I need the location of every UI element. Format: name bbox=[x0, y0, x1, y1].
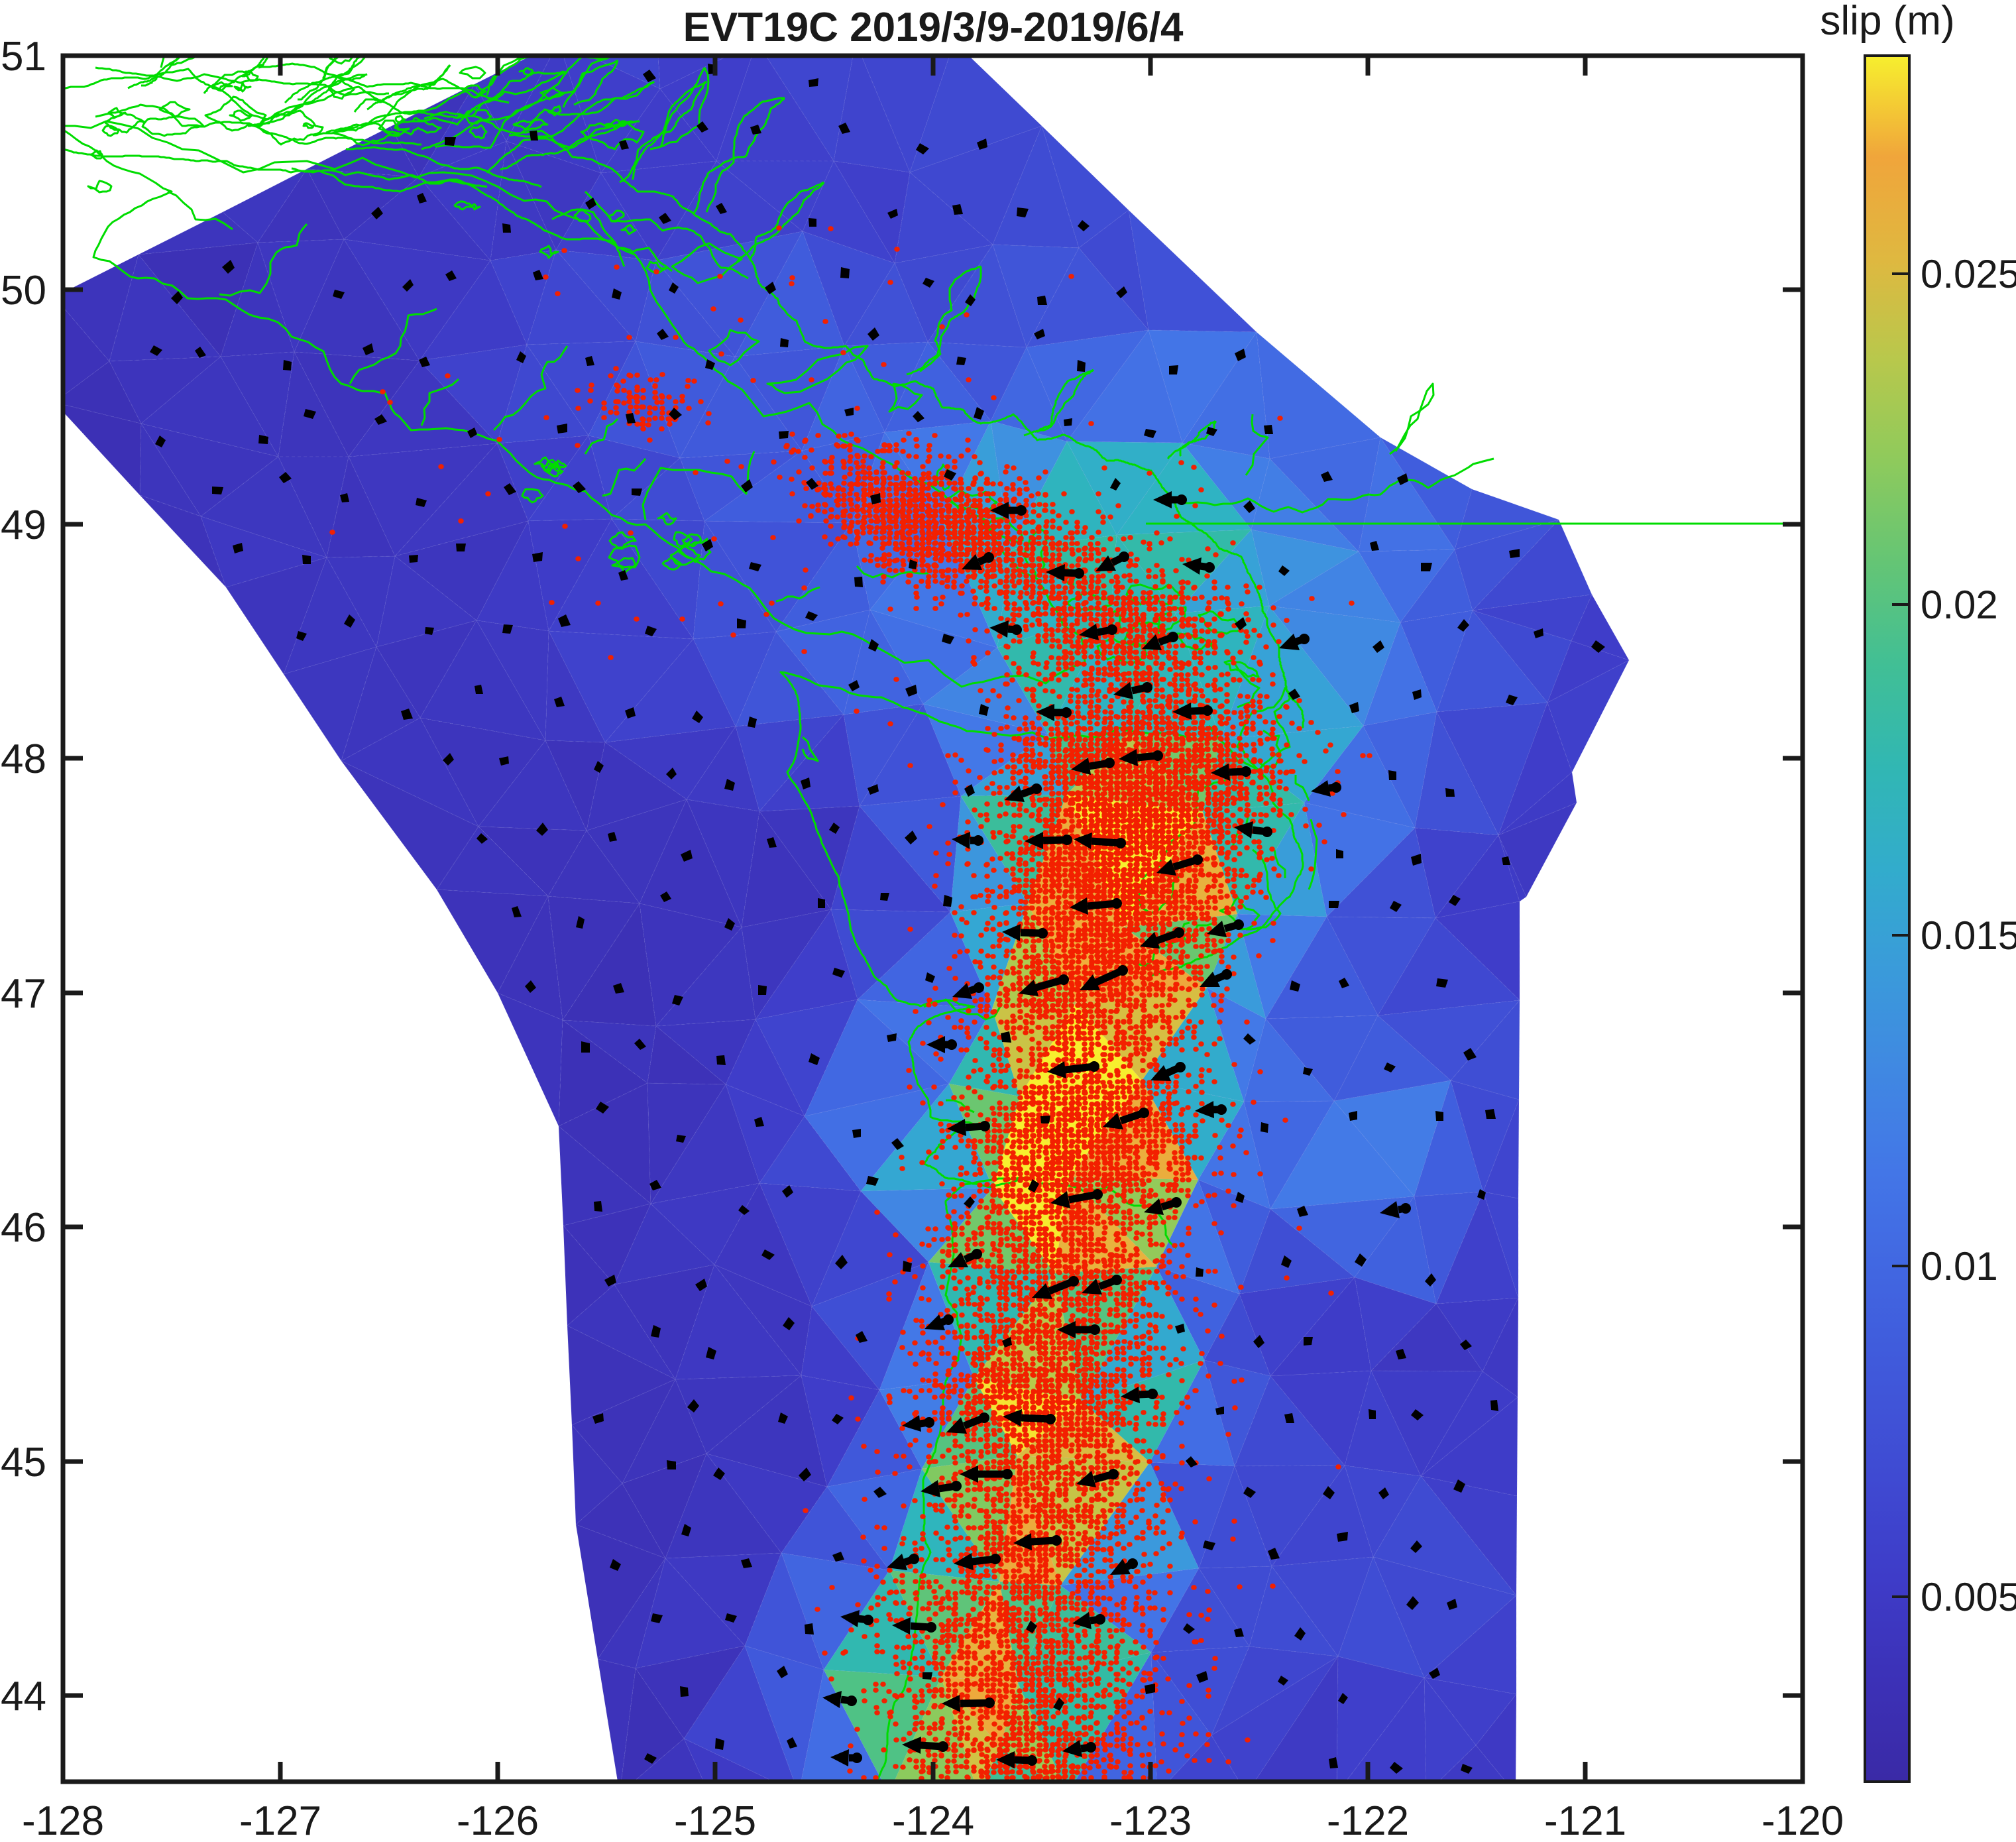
svg-text:-128: -128 bbox=[22, 1798, 104, 1842]
svg-text:EVT19C 2019/3/9-2019/6/4: EVT19C 2019/3/9-2019/6/4 bbox=[683, 5, 1184, 50]
svg-text:-121: -121 bbox=[1544, 1798, 1626, 1842]
svg-text:50: 50 bbox=[1, 268, 46, 314]
svg-text:48: 48 bbox=[1, 736, 46, 782]
svg-text:-123: -123 bbox=[1109, 1798, 1192, 1842]
svg-text:0.015: 0.015 bbox=[1921, 913, 2016, 958]
svg-text:49: 49 bbox=[1, 502, 46, 548]
svg-text:46: 46 bbox=[1, 1205, 46, 1251]
svg-text:-122: -122 bbox=[1327, 1798, 1409, 1842]
svg-text:-120: -120 bbox=[1762, 1798, 1844, 1842]
svg-text:-125: -125 bbox=[674, 1798, 756, 1842]
svg-text:44: 44 bbox=[1, 1674, 46, 1719]
svg-text:0.025: 0.025 bbox=[1921, 252, 2016, 296]
svg-text:-124: -124 bbox=[892, 1798, 974, 1842]
svg-text:51: 51 bbox=[1, 34, 46, 80]
svg-text:0.02: 0.02 bbox=[1921, 583, 1998, 627]
svg-text:-126: -126 bbox=[457, 1798, 539, 1842]
svg-text:-127: -127 bbox=[239, 1798, 321, 1842]
svg-text:0.005: 0.005 bbox=[1921, 1575, 2016, 1619]
svg-text:45: 45 bbox=[1, 1440, 46, 1485]
svg-text:0.01: 0.01 bbox=[1921, 1244, 1998, 1289]
svg-text:slip (m): slip (m) bbox=[1820, 0, 1954, 44]
svg-text:47: 47 bbox=[1, 971, 46, 1017]
